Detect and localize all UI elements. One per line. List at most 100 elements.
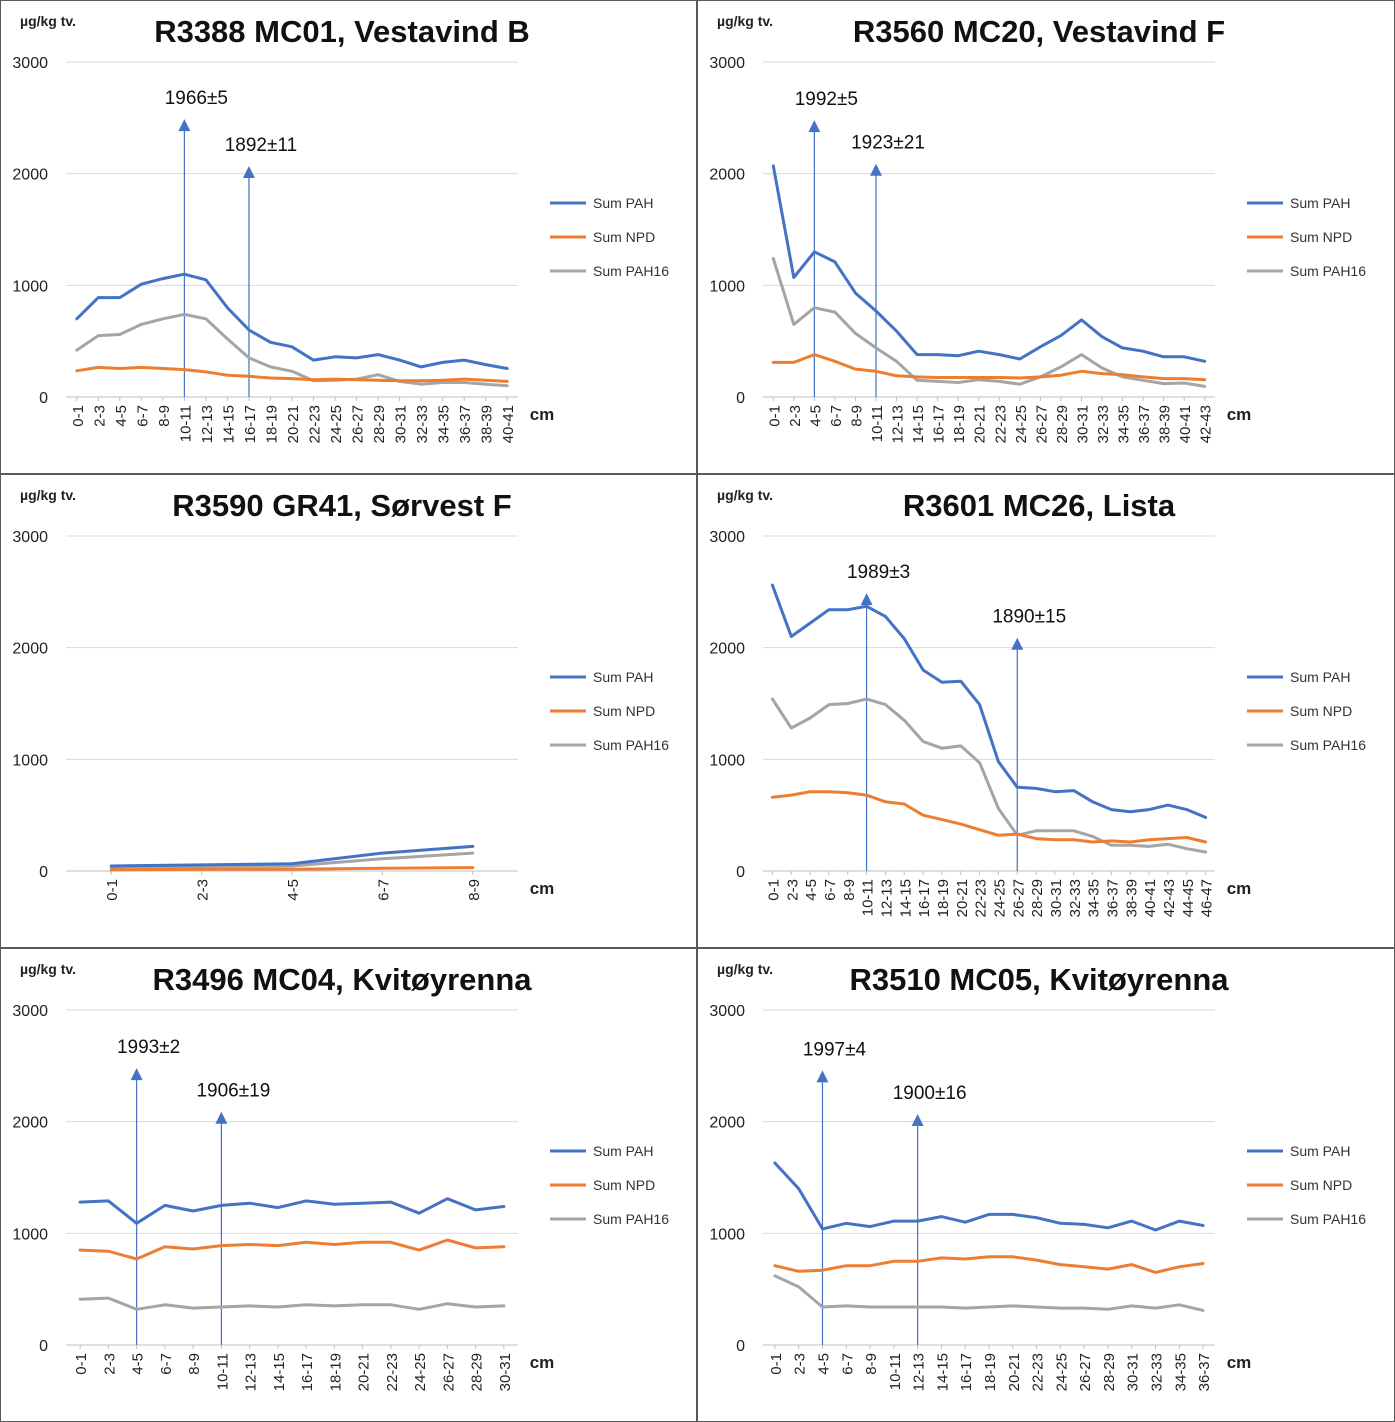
data-point: [471, 866, 474, 869]
data-point: [276, 1244, 280, 1247]
x-tick-label: 36-37: [457, 405, 474, 443]
data-point: [1053, 790, 1057, 793]
y-tick-label: 3000: [12, 55, 48, 72]
data-point: [1154, 1271, 1157, 1274]
x-tick-label: 6-7: [828, 405, 845, 427]
data-point: [417, 1212, 421, 1215]
x-tick-label: 30-31: [1125, 1353, 1142, 1391]
data-point: [987, 1213, 991, 1216]
data-point: [419, 365, 423, 369]
data-point: [161, 317, 165, 320]
x-tick-label: 26-27: [1033, 405, 1050, 443]
data-point: [916, 1219, 919, 1223]
data-point: [1166, 837, 1170, 840]
data-point: [1162, 377, 1165, 380]
data-point: [269, 365, 272, 369]
legend-label: Sum NPD: [593, 703, 655, 719]
chart-title: R3388 MC01, Vestavind B: [154, 14, 530, 49]
data-point: [474, 1305, 477, 1309]
data-point: [865, 697, 868, 701]
arrowhead-icon: [130, 1068, 143, 1081]
arrowhead-icon: [808, 120, 821, 133]
data-point: [998, 353, 1001, 356]
data-point: [1091, 835, 1094, 838]
x-tick-label: 16-17: [931, 405, 948, 443]
data-point: [269, 341, 272, 344]
x-tick-label: 18-19: [935, 879, 952, 917]
data-point: [463, 358, 466, 362]
arrowhead-icon: [1011, 637, 1024, 650]
data-point: [474, 1208, 477, 1212]
data-point: [1178, 1303, 1181, 1306]
data-point: [978, 761, 981, 764]
data-point: [269, 376, 272, 380]
data-point: [1011, 1255, 1014, 1258]
legend-item: Sum PAH: [1247, 195, 1350, 211]
x-tick-label: 2-3: [91, 405, 108, 427]
unit-label: µg/kg tv.: [717, 961, 773, 977]
annotation-label: 1992±5: [795, 89, 858, 110]
data-point: [895, 360, 898, 363]
data-point: [997, 760, 1000, 763]
x-tick-label: 22-23: [973, 879, 990, 917]
data-point: [895, 329, 898, 333]
data-point: [1141, 350, 1145, 353]
data-point: [813, 306, 816, 309]
annotation-label: 1923±21: [851, 133, 925, 154]
legend-label: Sum PAH16: [593, 1211, 669, 1227]
x-tick-label: 4-5: [815, 1353, 832, 1375]
data-point: [1183, 381, 1186, 385]
data-point: [772, 257, 775, 260]
unit-label: µg/kg tv.: [717, 487, 773, 503]
data-point: [1201, 1262, 1205, 1265]
data-point: [884, 703, 887, 706]
data-point: [1106, 1308, 1110, 1311]
data-point: [290, 345, 294, 348]
x-axis-label: cm: [530, 1353, 555, 1372]
data-point: [441, 379, 444, 382]
data-point: [792, 361, 795, 364]
data-point: [1147, 838, 1151, 841]
data-point: [865, 793, 868, 797]
data-point: [790, 635, 793, 638]
data-point: [1080, 318, 1083, 322]
chart-title: R3510 MC05, Kvitøyrenna: [849, 962, 1229, 997]
data-point: [813, 353, 816, 356]
legend-item: Sum NPD: [550, 229, 655, 245]
data-point: [1154, 1306, 1157, 1310]
x-tick-label: 12-13: [890, 405, 907, 443]
data-point: [884, 800, 887, 803]
x-tick-label: 8-9: [186, 1353, 203, 1375]
x-tick-label: 32-33: [414, 405, 431, 443]
data-point: [921, 814, 925, 817]
y-tick-label: 1000: [709, 752, 745, 769]
legend-item: Sum NPD: [550, 1177, 655, 1193]
x-tick-label: 40-41: [1142, 879, 1159, 917]
data-point: [1185, 808, 1188, 811]
x-tick-label: 6-7: [158, 1353, 175, 1375]
data-point: [110, 868, 113, 872]
data-point: [110, 864, 113, 868]
data-point: [846, 702, 849, 705]
data-point: [441, 361, 444, 364]
data-point: [1035, 1216, 1038, 1219]
x-tick-label: 4-5: [807, 405, 824, 427]
data-point: [854, 291, 857, 295]
x-tick-label: 14-15: [897, 879, 914, 917]
legend-item: Sum PAH: [1247, 1143, 1350, 1159]
x-tick-label: 4-5: [113, 405, 130, 427]
data-point: [361, 1202, 364, 1205]
data-point: [248, 1304, 251, 1308]
x-tick-label: 30-31: [393, 405, 410, 443]
data-point: [1154, 1228, 1157, 1232]
data-point: [290, 868, 294, 871]
data-point: [333, 1243, 336, 1246]
data-point: [1059, 1306, 1062, 1310]
data-point: [290, 370, 294, 373]
data-point: [964, 1221, 967, 1224]
chart-title: R3590 GR41, Sørvest F: [172, 488, 511, 523]
data-point: [333, 1203, 336, 1206]
x-tick-label: 6-7: [134, 405, 151, 427]
data-point: [247, 356, 251, 360]
data-point: [361, 1241, 364, 1244]
